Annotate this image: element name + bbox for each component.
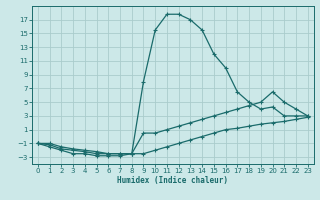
X-axis label: Humidex (Indice chaleur): Humidex (Indice chaleur) bbox=[117, 176, 228, 185]
